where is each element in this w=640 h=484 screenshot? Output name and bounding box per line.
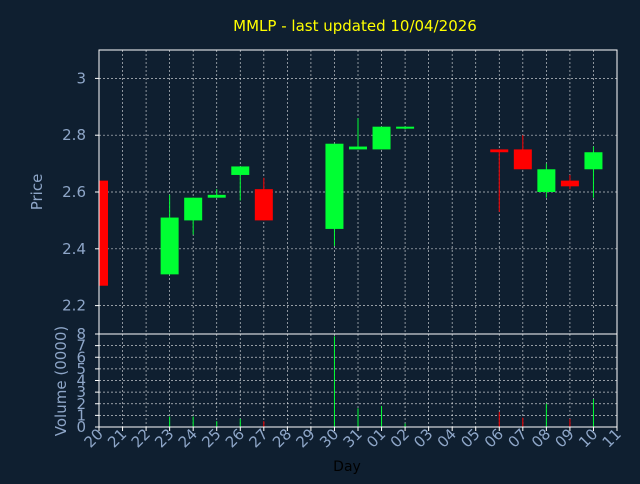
candle: [254, 177, 273, 221]
volume-tick-label: 3: [76, 383, 86, 401]
candle: [560, 174, 579, 190]
candle-body: [560, 180, 579, 187]
x-tick-label: 08: [528, 425, 554, 451]
price-tick-label: 2.8: [62, 126, 86, 144]
price-panel: 2.2 2.4 2.6 2.8 3: [62, 49, 618, 335]
chart-title: MMLP - last updated 10/04/2026: [233, 17, 477, 35]
candle-body: [490, 149, 509, 153]
price-tick-label: 2.4: [62, 240, 86, 258]
candle-body: [160, 217, 179, 275]
candle: [98, 180, 108, 286]
x-tick-label: 28: [269, 425, 295, 451]
candle: [513, 135, 532, 170]
x-tick-label: 11: [599, 425, 625, 451]
volume-tick-label: 0: [76, 418, 86, 436]
x-tick-label: 09: [552, 425, 578, 451]
volume-tick-label: 8: [76, 325, 86, 343]
x-tick-label: 23: [151, 425, 177, 451]
candle: [207, 189, 226, 198]
x-tick-label: 22: [128, 425, 154, 451]
x-tick-label: 26: [222, 425, 248, 451]
candle: [349, 118, 367, 150]
candle: [372, 126, 391, 150]
candle: [325, 143, 344, 246]
x-tick-label: 04: [434, 425, 460, 451]
candle-body: [231, 166, 250, 175]
volume-tick-label: 2: [76, 395, 86, 413]
price-axis-label: Price: [28, 174, 46, 211]
candle: [231, 166, 250, 201]
x-tick-label: 30: [316, 425, 342, 451]
candle-body: [537, 169, 556, 192]
x-tick-label: 21: [104, 425, 130, 451]
candle-body: [325, 143, 344, 229]
candle-body: [99, 180, 108, 286]
x-tick-label: 25: [198, 425, 224, 451]
price-tick-label: 2.6: [62, 183, 86, 201]
volume-tick-label: 5: [76, 360, 86, 378]
candle: [537, 163, 556, 198]
x-tick-label: 07: [504, 425, 530, 451]
volume-tick-label: 4: [76, 372, 86, 390]
candle: [490, 149, 509, 212]
candle: [396, 126, 415, 130]
price-tick-label: 2.2: [62, 297, 86, 315]
x-tick-label: 06: [481, 425, 507, 451]
x-axis: 2021222324252627282930310102030405060708…: [81, 425, 625, 451]
x-tick-label: 29: [293, 425, 319, 451]
x-tick-label: 02: [387, 425, 413, 451]
x-tick-label: 24: [175, 425, 201, 451]
candle: [584, 146, 603, 198]
x-tick-label: 10: [575, 425, 601, 451]
candle: [160, 194, 179, 275]
volume-tick-label: 7: [76, 337, 86, 355]
x-tick-label: 05: [457, 425, 483, 451]
volume-tick-label: 1: [76, 406, 86, 424]
x-tick-label: 01: [363, 425, 389, 451]
candle-body: [184, 197, 203, 221]
candle-body: [349, 146, 367, 150]
x-tick-label: 03: [410, 425, 436, 451]
candle-body: [372, 126, 391, 150]
price-tick-label: 3: [76, 69, 86, 87]
volume-tick-label: 6: [76, 348, 86, 366]
candle-body: [584, 152, 603, 170]
candle: [184, 197, 203, 235]
day-axis-label: Day: [333, 459, 361, 475]
volume-axis-label: Volume (0000): [52, 326, 70, 436]
candle-body: [254, 189, 273, 221]
candle-body: [207, 194, 226, 198]
candle-body: [513, 149, 532, 170]
candle-body: [396, 126, 415, 129]
x-tick-label: 27: [245, 425, 271, 451]
x-tick-label: 31: [340, 425, 366, 451]
